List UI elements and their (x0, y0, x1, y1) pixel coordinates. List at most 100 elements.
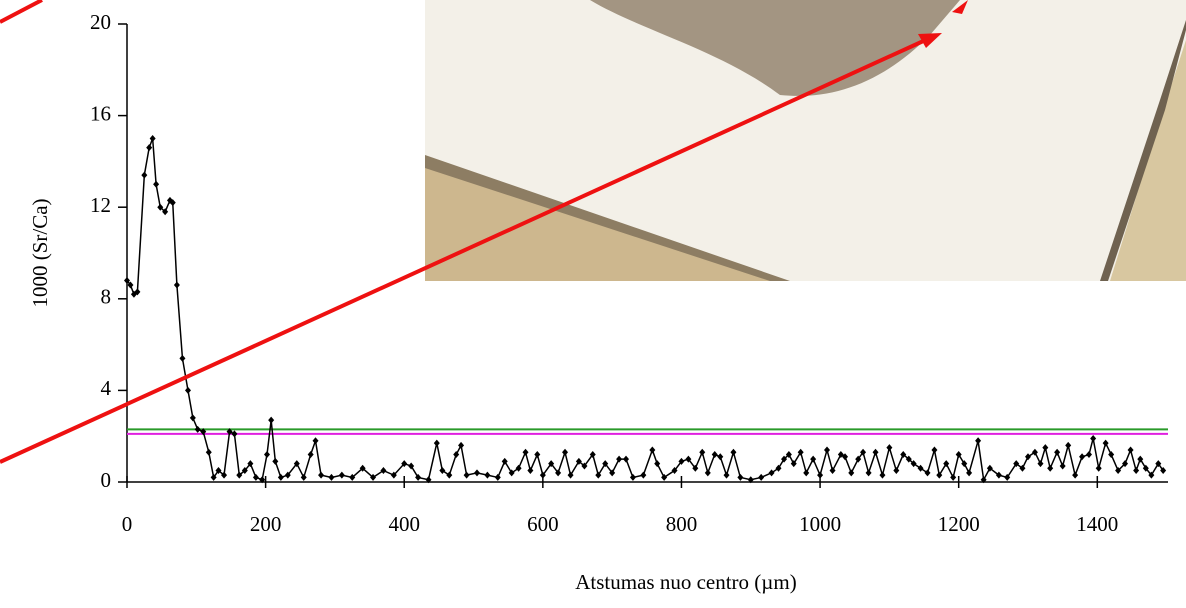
data-point (1060, 462, 1066, 469)
data-point (810, 456, 816, 463)
data-point (190, 414, 196, 421)
data-point (630, 474, 636, 481)
data-point (484, 472, 490, 479)
data-point (699, 449, 705, 456)
data-point (562, 449, 568, 456)
data-point (918, 465, 924, 472)
data-point (724, 472, 730, 479)
x-axis-label: Atstumas nuo centro (µm) (575, 570, 796, 594)
x-tick-label: 600 (527, 512, 559, 536)
data-point (661, 474, 667, 481)
data-point (146, 144, 152, 151)
x-tick-label: 0 (122, 512, 133, 536)
data-point (893, 467, 899, 474)
x-tick-label: 1200 (938, 512, 980, 536)
data-point (758, 474, 764, 481)
x-tick-label: 1400 (1076, 512, 1118, 536)
x-tick-label: 400 (388, 512, 420, 536)
data-point (179, 355, 185, 362)
data-point (272, 458, 278, 465)
data-point (1037, 460, 1043, 467)
data-point (623, 456, 629, 463)
data-point (1108, 451, 1114, 458)
data-point (950, 474, 956, 481)
data-point (439, 467, 445, 474)
data-point (817, 472, 823, 479)
data-point (195, 426, 201, 433)
data-point (1042, 444, 1048, 451)
data-point (380, 467, 386, 474)
data-point (879, 472, 885, 479)
data-point (1072, 472, 1078, 479)
data-point (318, 472, 324, 479)
data-point (803, 469, 809, 476)
data-point (446, 472, 452, 479)
y-tick-label: 8 (101, 285, 112, 309)
data-point (516, 465, 522, 472)
data-point (206, 449, 212, 456)
data-point (712, 451, 718, 458)
data-point (1096, 465, 1102, 472)
data-point (1090, 435, 1096, 442)
data-point (534, 451, 540, 458)
y-tick-label: 4 (101, 376, 112, 400)
data-point (1054, 449, 1060, 456)
x-tick-label: 1000 (799, 512, 841, 536)
data-point (185, 387, 191, 394)
data-point (308, 451, 314, 458)
data-point (339, 472, 345, 479)
y-tick-label: 20 (90, 10, 111, 34)
data-point (1079, 453, 1085, 460)
data-point (301, 474, 307, 481)
data-point (654, 460, 660, 467)
y-axis-label: 1000 (Sr/Ca) (28, 198, 52, 307)
data-point (313, 437, 319, 444)
data-point (730, 449, 736, 456)
data-point (153, 181, 159, 188)
y-tick-label: 0 (101, 468, 112, 492)
data-point (1025, 453, 1031, 460)
data-point (1032, 449, 1038, 456)
data-point (1047, 465, 1053, 472)
data-point (278, 474, 284, 481)
data-point (873, 449, 879, 456)
data-point (523, 449, 529, 456)
data-point (141, 172, 147, 179)
data-point (866, 469, 872, 476)
data-point (150, 135, 156, 142)
data-point (848, 469, 854, 476)
data-point (464, 472, 470, 479)
data-point (174, 282, 180, 289)
data-point (1103, 440, 1109, 447)
x-tick-label: 800 (666, 512, 698, 536)
data-point (737, 474, 743, 481)
data-point (616, 456, 622, 463)
data-point (886, 444, 892, 451)
inset-photo (425, 0, 1186, 281)
data-point (717, 453, 723, 460)
data-point (268, 417, 274, 424)
y-tick-label: 16 (90, 101, 111, 125)
chart: 0481216200200400600800100012001400 Atstu… (0, 0, 1186, 608)
data-point (824, 446, 830, 453)
data-point (474, 469, 480, 476)
data-point (649, 446, 655, 453)
data-point (1128, 446, 1134, 453)
data-point (1065, 442, 1071, 449)
data-point (1133, 467, 1139, 474)
data-point (925, 469, 931, 476)
data-point (1086, 451, 1092, 458)
data-point (434, 440, 440, 447)
data-point (705, 469, 711, 476)
data-point (264, 451, 270, 458)
data-point (495, 474, 501, 481)
data-point (527, 467, 533, 474)
data-point (975, 437, 981, 444)
data-point (931, 446, 937, 453)
data-point (328, 474, 334, 481)
data-point (769, 469, 775, 476)
data-point (253, 474, 259, 481)
data-point (640, 472, 646, 479)
y-tick-label: 12 (90, 193, 111, 217)
red-line (0, 0, 42, 22)
